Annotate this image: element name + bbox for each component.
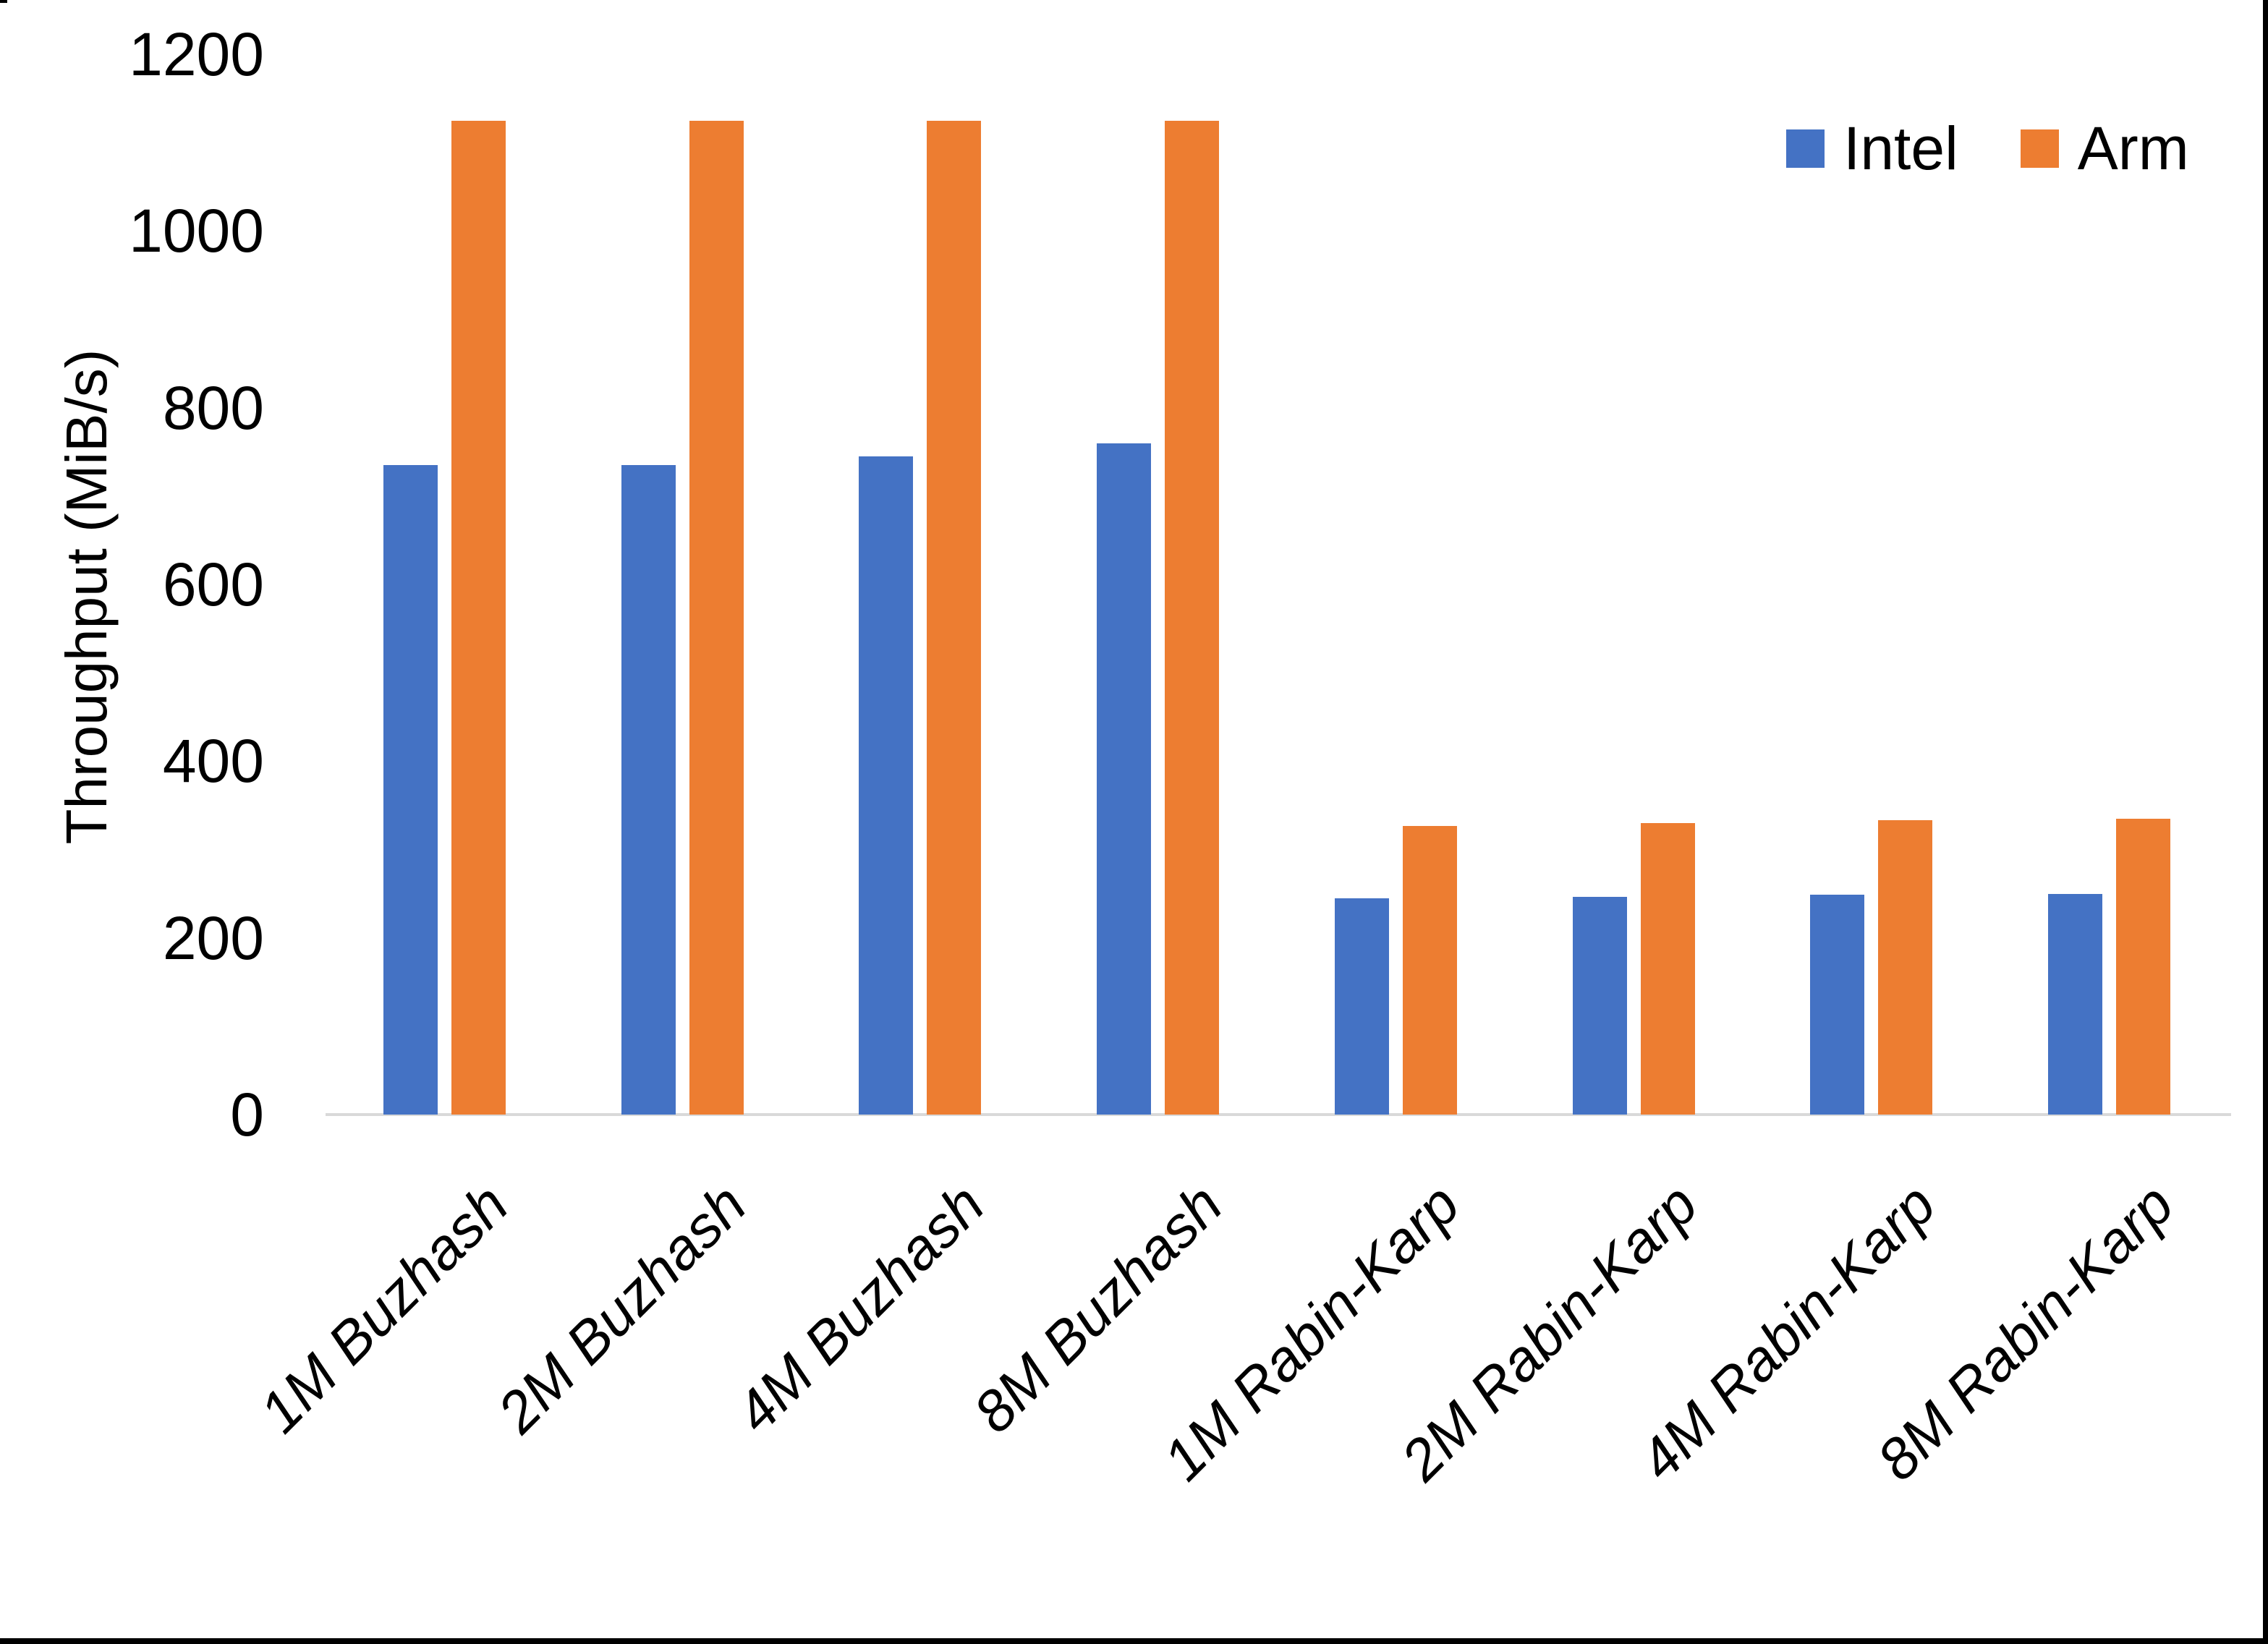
bar-arm-8m-buzhash <box>1165 121 1219 1115</box>
legend-label-arm: Arm <box>2077 114 2189 182</box>
bar-arm-8m-rabin-karp <box>2116 819 2170 1115</box>
bar-intel-4m-buzhash <box>859 456 913 1115</box>
bar-intel-8m-buzhash <box>1097 443 1151 1115</box>
legend-item-arm: Arm <box>2020 114 2189 182</box>
bar-intel-8m-rabin-karp <box>2048 894 2102 1115</box>
bar-arm-4m-rabin-karp <box>1878 820 1932 1115</box>
legend: Intel Arm <box>1786 116 2189 181</box>
y-tick-label-0: 0 <box>230 1081 264 1149</box>
bar-intel-2m-rabin-karp <box>1573 897 1627 1115</box>
y-tick-label-1200: 1200 <box>129 20 264 88</box>
window-edge-right <box>2263 0 2268 1644</box>
legend-swatch-arm <box>2020 129 2059 168</box>
bar-intel-1m-buzhash <box>383 465 438 1115</box>
corner-artifact <box>0 0 7 3</box>
bar-intel-1m-rabin-karp <box>1335 898 1389 1115</box>
y-tick-label-200: 200 <box>162 903 264 972</box>
bar-arm-2m-buzhash <box>689 121 744 1115</box>
legend-item-intel: Intel <box>1786 116 1958 181</box>
bar-intel-2m-buzhash <box>621 465 676 1115</box>
x-axis-line <box>326 1113 2231 1116</box>
bar-arm-1m-buzhash <box>451 121 506 1115</box>
y-tick-label-800: 800 <box>162 373 264 442</box>
y-tick-label-1000: 1000 <box>129 197 264 265</box>
y-tick-label-400: 400 <box>162 727 264 796</box>
bar-arm-2m-rabin-karp <box>1641 823 1695 1115</box>
legend-swatch-intel <box>1786 129 1825 168</box>
y-tick-label-600: 600 <box>162 550 264 618</box>
plot-area <box>326 54 2228 1115</box>
bar-arm-4m-buzhash <box>927 121 981 1115</box>
legend-label-intel: Intel <box>1843 114 1958 182</box>
window-edge-bottom <box>0 1638 2268 1644</box>
bar-arm-1m-rabin-karp <box>1403 826 1457 1115</box>
bar-intel-4m-rabin-karp <box>1810 895 1864 1115</box>
